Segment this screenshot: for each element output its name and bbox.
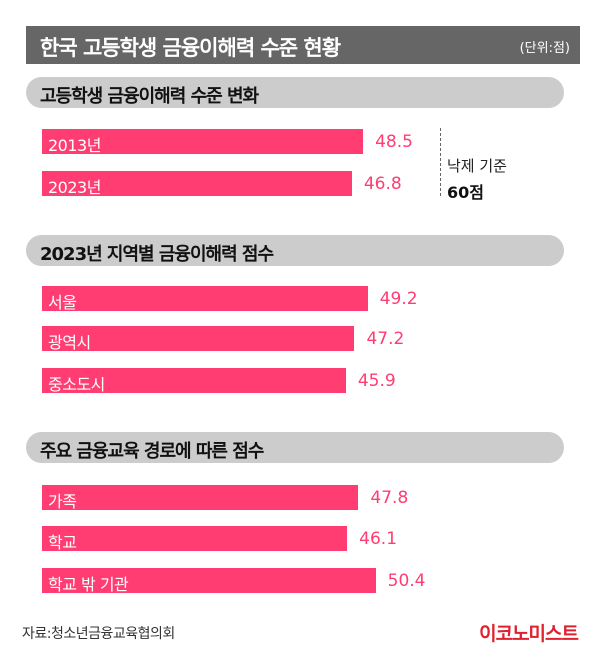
bar-value-label: 49.2 (379, 289, 418, 309)
bar: 광역시 (42, 326, 355, 352)
bar-value-label: 47.8 (370, 488, 409, 508)
section-header-0: 고등학생 금융이해력 수준 변화 (26, 77, 564, 108)
bar: 서울 (42, 286, 368, 312)
bar-value-label: 45.9 (357, 371, 396, 391)
title-bar: 한국 고등학생 금융이해력 수준 현황 (단위:점) (26, 26, 580, 64)
bar: 학교 밖 기관 (42, 568, 376, 594)
bar: 가족 (42, 485, 359, 511)
bar: 학교 (42, 526, 348, 552)
bar-category-label: 학교 밖 기관 (48, 575, 129, 594)
bar: 중소도시 (42, 368, 346, 394)
section-title: 고등학생 금융이해력 수준 변화 (40, 86, 259, 107)
section-header-1: 2023년 지역별 금융이해력 점수 (26, 235, 564, 266)
section-header-2: 주요 금융교육 경로에 따른 점수 (26, 432, 564, 463)
bar-value-label: 47.2 (366, 329, 405, 349)
bar-value-label: 48.5 (375, 132, 413, 152)
bar-value-label: 50.4 (387, 571, 426, 591)
bar-value-label: 46.8 (363, 174, 402, 194)
bar-category-label: 학교 (48, 533, 77, 552)
reference-dashed-line (440, 128, 441, 196)
bar-category-label: 광역시 (48, 333, 91, 352)
bar-category-label: 서울 (48, 293, 77, 312)
bar: 2013년 (42, 129, 364, 155)
bar-category-label: 2013년 (48, 136, 101, 155)
bar-category-label: 가족 (48, 492, 77, 511)
reference-label: 낙제 기준 (447, 157, 507, 175)
publisher-logo: 이코노미스트 (479, 623, 579, 645)
section-title: 2023년 지역별 금융이해력 점수 (40, 244, 274, 265)
unit-label: (단위:점) (519, 41, 570, 56)
section-title: 주요 금융교육 경로에 따른 점수 (40, 441, 264, 462)
bar-category-label: 2023년 (48, 178, 101, 197)
bar-category-label: 중소도시 (48, 375, 105, 394)
reference-value: 60점 (447, 183, 484, 202)
bar: 2023년 (42, 171, 352, 197)
chart-title: 한국 고등학생 금융이해력 수준 현황 (40, 36, 341, 60)
source-note: 자료:청소년금융교육협의회 (22, 626, 175, 642)
bar-value-label: 46.1 (359, 529, 398, 549)
